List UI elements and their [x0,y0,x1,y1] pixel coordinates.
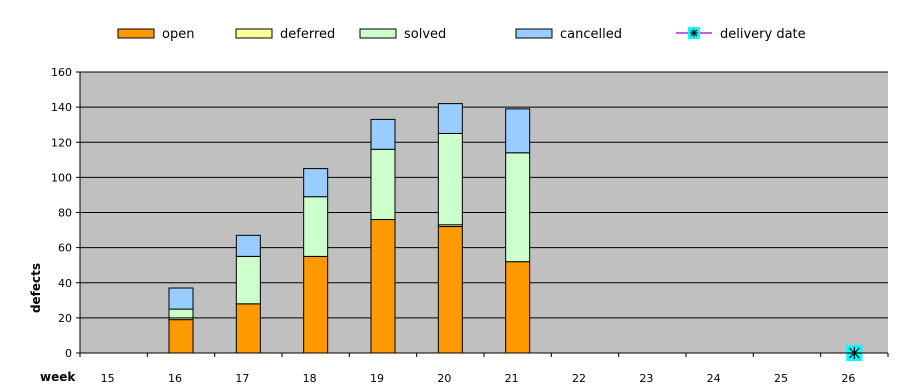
x-tick-label: 16 [168,372,182,385]
bar-segment-open [235,303,261,354]
bar-segment-solved [235,255,261,305]
y-tick-label: 160 [51,66,72,79]
bar-segment-open [437,226,463,354]
y-tick-label: 60 [58,242,72,255]
bar-segment-open [168,319,194,354]
x-tick-label: 19 [370,372,384,385]
legend-item-cancelled: cancelled [515,27,622,42]
bars [168,103,531,354]
bar-segment-solved [370,148,396,221]
legend-swatch [515,28,553,39]
legend-label: open [162,27,194,42]
y-tick-label: 140 [51,101,72,114]
legend-item-solved: solved [359,27,446,42]
legend-label: delivery date [720,27,806,42]
x-tick-label: 21 [505,372,519,385]
x-tick-label: 20 [437,372,451,385]
x-tick-label: 17 [235,372,249,385]
legend-item-open: open [117,27,194,42]
gridlines [80,71,888,319]
legend-swatch [117,28,155,39]
legend-item-deferred: deferred [235,27,335,42]
x-tick-label: 22 [572,372,586,385]
y-tick-label: 120 [51,136,72,149]
legend-label: deferred [280,27,335,42]
y-tick-label: 40 [58,277,72,290]
bar-segment-cancelled [235,234,261,257]
legend: open deferred solved cancelled delivery date [117,27,806,42]
y-axis-title: defects [29,263,43,313]
y-tick-label: 20 [58,312,72,325]
legend-item-delivery-date: delivery date [676,27,806,42]
bar-segment-cancelled [168,287,194,310]
x-tick-label: 23 [639,372,653,385]
x-tick-labels: 15 16 17 18 19 20 21 22 23 24 25 26 [79,353,889,385]
legend-label: solved [404,27,446,42]
y-tick-label: 0 [65,347,72,360]
bar-segment-solved [303,196,329,257]
bar-segment-solved [437,132,463,226]
bar-segment-open [505,261,531,354]
x-tick-label: 25 [774,372,788,385]
y-tick-label: 100 [51,171,72,184]
bar-segment-cancelled [370,118,396,150]
bar-segment-cancelled [303,168,329,198]
bar-segment-solved [168,308,194,319]
legend-swatch [235,28,273,39]
legend-swatch [359,28,397,39]
y-tick-labels: 0 20 40 60 80 100 120 140 160 [51,66,80,360]
legend-label: cancelled [560,27,622,42]
x-tick-label: 26 [841,372,855,385]
x-axis-title: week [40,370,76,384]
bar-segment-cancelled [505,108,531,154]
y-tick-label: 80 [58,207,72,220]
bar-segment-open [370,219,396,354]
bar-segment-cancelled [437,103,463,134]
x-tick-label: 18 [303,372,317,385]
x-tick-label: 15 [101,372,115,385]
bar-segment-open [303,255,329,354]
bar-segment-solved [505,152,531,263]
x-tick-label: 24 [707,372,721,385]
